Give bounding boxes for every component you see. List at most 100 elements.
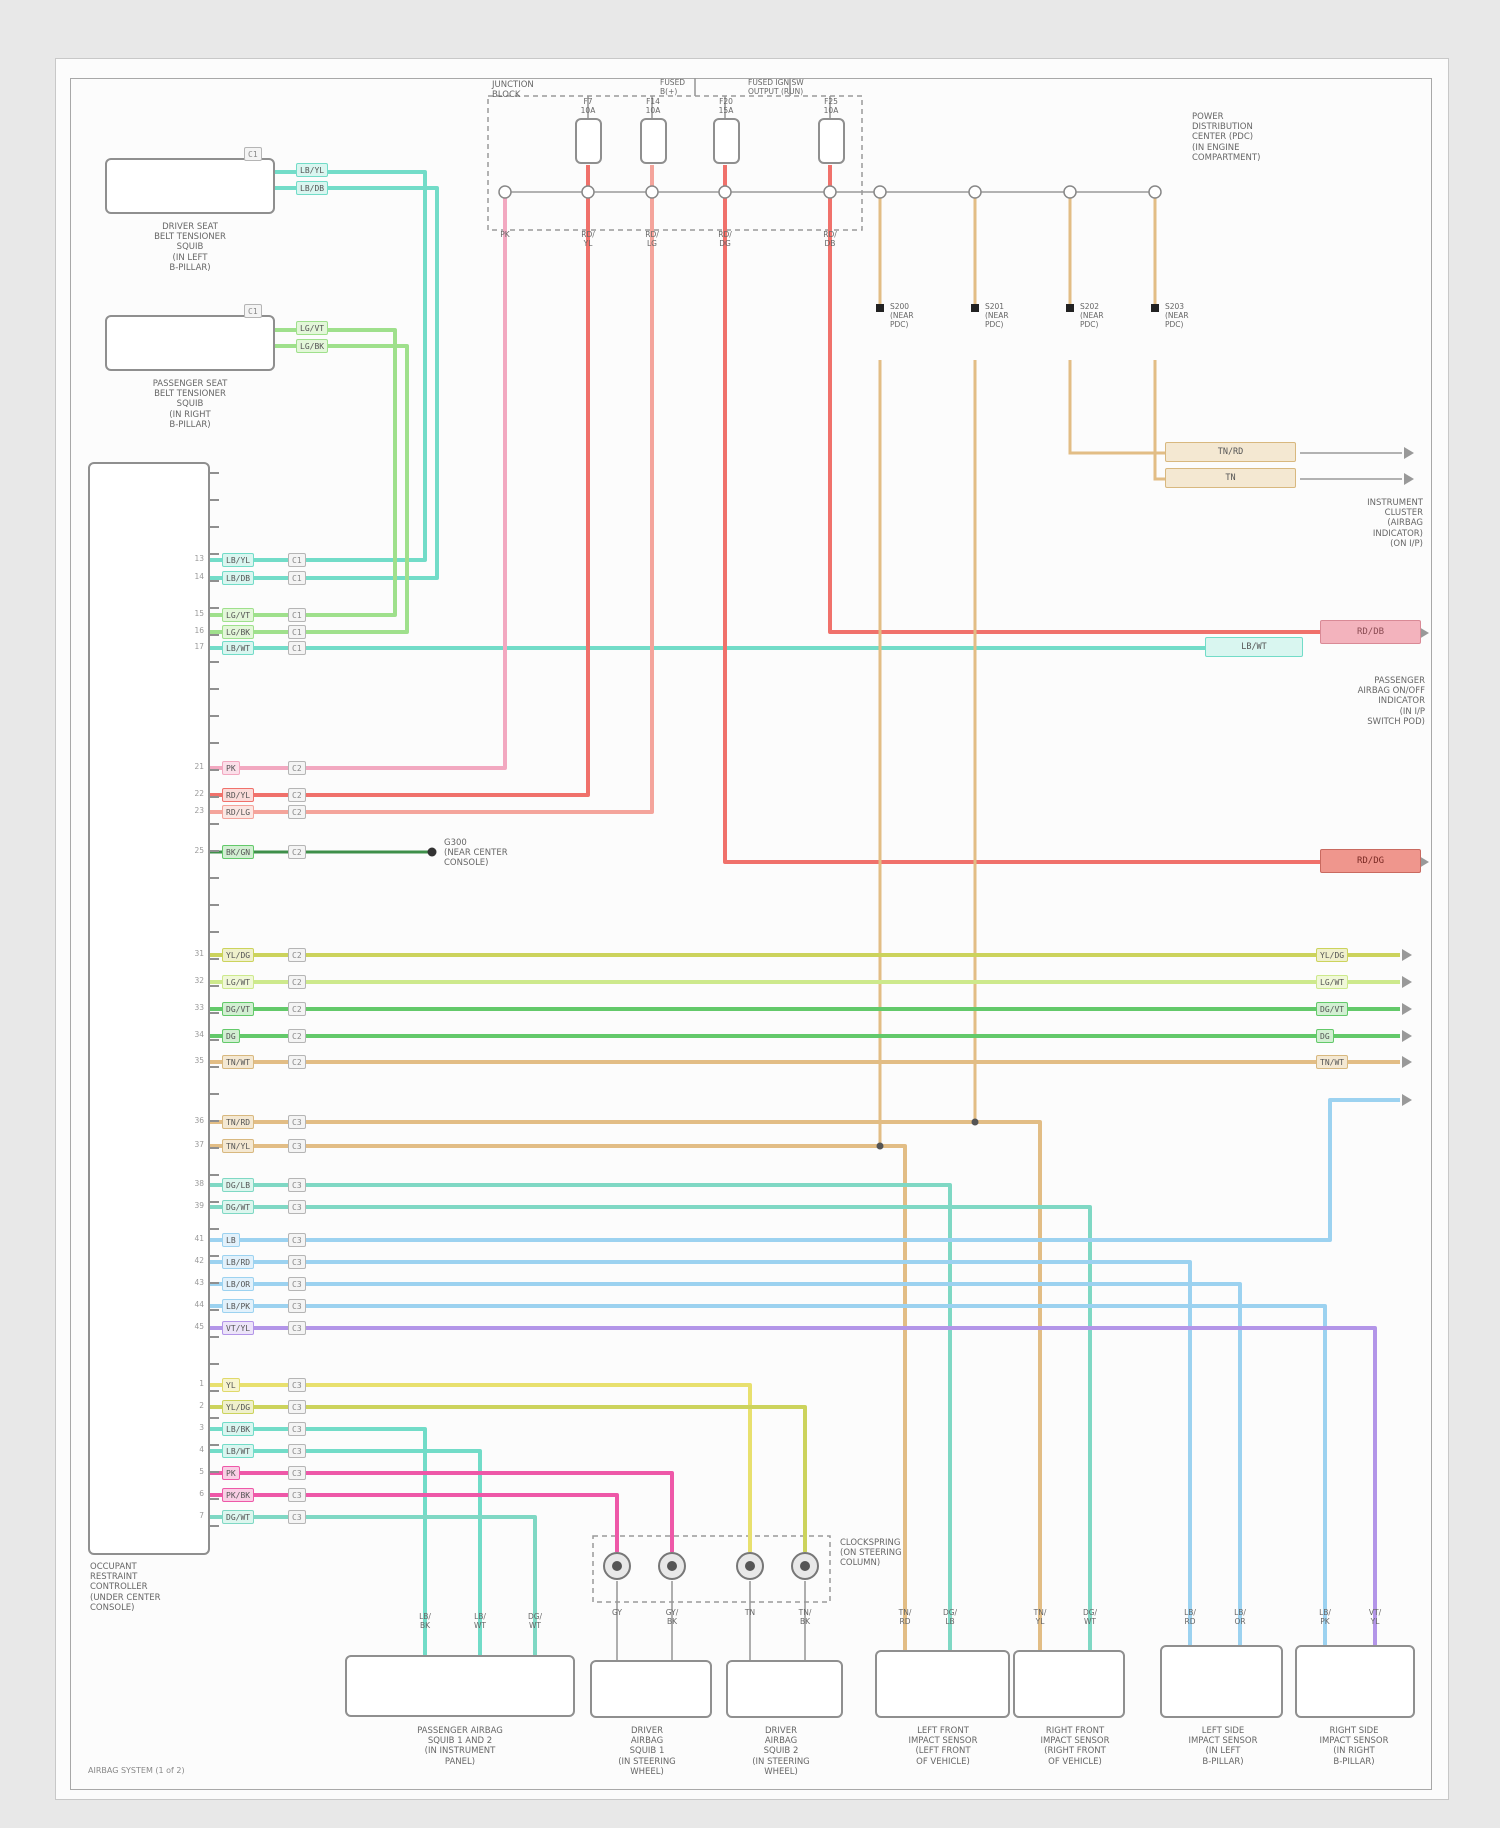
wire-red-to-right-box: [723, 165, 1320, 864]
wire-code-chip: TN/WT: [222, 1055, 255, 1069]
wire-cyan-squib-1: [210, 1427, 427, 1658]
pin-code-label: LB/ OR: [1234, 1608, 1246, 1626]
connector-chip: C3: [288, 1466, 306, 1480]
wire-passenger-tensioner-2: [210, 344, 409, 634]
feed1-label: FUSED B(+): [660, 78, 686, 96]
clockspring-outline: [592, 1535, 831, 1603]
connector-chip: C2: [288, 1002, 306, 1016]
pin-code-label: TN/ YL: [1033, 1608, 1047, 1626]
pin-code-label: GY/ BK: [665, 1608, 679, 1626]
wire-code-chip: LB/OR: [222, 1277, 255, 1291]
junction-dot-icon: [971, 1118, 979, 1126]
pin-number: 17: [194, 642, 204, 651]
wire-yellow-2: [210, 1405, 807, 1552]
wire-magenta-1: [210, 1471, 674, 1552]
connector-chip: C2: [288, 788, 306, 802]
pin-number: 42: [194, 1256, 204, 1265]
pin-number: 33: [194, 1003, 204, 1012]
wire-code-chip: LB/WT: [1205, 637, 1303, 657]
pin-number: 31: [194, 949, 204, 958]
wire-code-chip: LB/WT: [222, 641, 255, 655]
wire-code-chip: RD/LG: [222, 805, 255, 819]
fuse-code-label: RD/ DG: [718, 230, 732, 248]
connector-chip: C1: [244, 304, 262, 318]
driver-tensioner-label: DRIVER SEAT BELT TENSIONER SQUIB (IN LEF…: [154, 222, 226, 273]
pin-number: 5: [199, 1467, 204, 1476]
fuse1-label: F7 10A: [580, 97, 596, 115]
wire-code-chip: DG/VT: [1316, 1002, 1349, 1016]
junction-dot-icon: [876, 1142, 884, 1150]
wire-code-chip: LG/VT: [222, 608, 255, 622]
pin-number: 43: [194, 1278, 204, 1287]
wire-code-chip: TN/WT: [1316, 1055, 1349, 1069]
wire-code-chip: LB: [222, 1233, 240, 1247]
connector-chip: C3: [288, 1444, 306, 1458]
wire-code-chip: YL: [222, 1378, 240, 1392]
wire-code-chip: DG/VT: [222, 1002, 255, 1016]
orc-module-box: [88, 462, 210, 1555]
wire-magenta-2: [210, 1493, 619, 1552]
wire-lightblue-4: [210, 1304, 1327, 1645]
connector-chip: C2: [288, 975, 306, 989]
wire-driver-tensioner-2: [210, 186, 439, 580]
fuse-code-label: PK: [500, 230, 510, 239]
wire-tan-cluster-1: [1068, 360, 1165, 455]
cluster-wire-chip: TN: [1165, 468, 1296, 488]
fuse4-label: F25 10A: [823, 97, 839, 115]
driver-airbag-squib1-label: DRIVER AIRBAG SQUIB 1 (IN STEERING WHEEL…: [618, 1726, 676, 1777]
fuse3-label: F20 15A: [718, 97, 734, 115]
pin-number: 21: [194, 762, 204, 771]
orc-label: OCCUPANT RESTRAINT CONTROLLER (UNDER CEN…: [90, 1562, 161, 1613]
onoff-wire-chip: RD/DB: [1320, 620, 1421, 644]
connector-chip: C2: [288, 1029, 306, 1043]
fuse-box-1: [575, 118, 602, 164]
wire-code-chip: DG/WT: [222, 1510, 255, 1524]
passenger-airbag-squib-label: PASSENGER AIRBAG SQUIB 1 AND 2 (IN INSTR…: [417, 1726, 503, 1767]
connector-chip: C2: [288, 1055, 306, 1069]
wire-code-chip: PK: [222, 761, 240, 775]
pin-number: 16: [194, 626, 204, 635]
connector-chip: C3: [288, 1139, 306, 1153]
wire-code-chip: YL/DG: [222, 1400, 255, 1414]
connector-chip: C1: [288, 608, 306, 622]
pin-number: 37: [194, 1140, 204, 1149]
wire-code-chip: LG/WT: [222, 975, 255, 989]
connector-chip: C3: [288, 1378, 306, 1392]
driver-airbag-squib2-label: DRIVER AIRBAG SQUIB 2 (IN STEERING WHEEL…: [752, 1726, 810, 1777]
pin-number: 41: [194, 1234, 204, 1243]
squib-drop-lines: [616, 1581, 806, 1662]
pin-number: 3: [199, 1423, 204, 1432]
wire-code-chip: LG/BK: [222, 625, 255, 639]
pin-code-label: DG/ WT: [1082, 1608, 1098, 1626]
pin-code-label: LB/ WT: [474, 1612, 486, 1630]
wire-tan-right-front-sensor: [210, 1120, 1042, 1650]
wire-lightblue-1: [210, 1098, 1400, 1242]
connector-chip: C1: [288, 571, 306, 585]
fuse-code-label: RD/ YL: [581, 230, 595, 248]
pin-code-label: TN/ RD: [898, 1608, 912, 1626]
pin-number: 2: [199, 1401, 204, 1410]
wire-tan-left-front-sensor: [210, 1144, 907, 1650]
fuse-box-4: [818, 118, 845, 164]
right-side-impact-sensor-label: RIGHT SIDE IMPACT SENSOR (IN RIGHT B-PIL…: [1319, 1726, 1389, 1767]
driver-airbag-squib1-box: [590, 1660, 712, 1718]
connector-chip: C3: [288, 1255, 306, 1269]
pin-number: 23: [194, 806, 204, 815]
wire-violet: [210, 1326, 1377, 1645]
fuse-code-label: RD/ LG: [645, 230, 659, 248]
wire-code-chip: LG/VT: [296, 321, 329, 335]
pin-number: 35: [194, 1056, 204, 1065]
fuse-box-3: [713, 118, 740, 164]
splice-label: S200 (NEAR PDC): [890, 302, 914, 329]
wire-code-chip: LB/RD: [222, 1255, 255, 1269]
footer-note: AIRBAG SYSTEM (1 of 2): [88, 1766, 185, 1775]
pin-code-label: DG/ LB: [942, 1608, 958, 1626]
connector-chip: C2: [288, 948, 306, 962]
arrow-icons: [1402, 447, 1429, 1106]
right-side-impact-sensor-box: [1295, 1645, 1415, 1718]
pin-code-label: LB/ BK: [419, 1612, 431, 1630]
pin-number: 6: [199, 1489, 204, 1498]
clockspring-label: CLOCKSPRING (ON STEERING COLUMN): [840, 1538, 902, 1569]
left-side-impact-sensor-box: [1160, 1645, 1283, 1718]
connector-chip: C2: [288, 761, 306, 775]
